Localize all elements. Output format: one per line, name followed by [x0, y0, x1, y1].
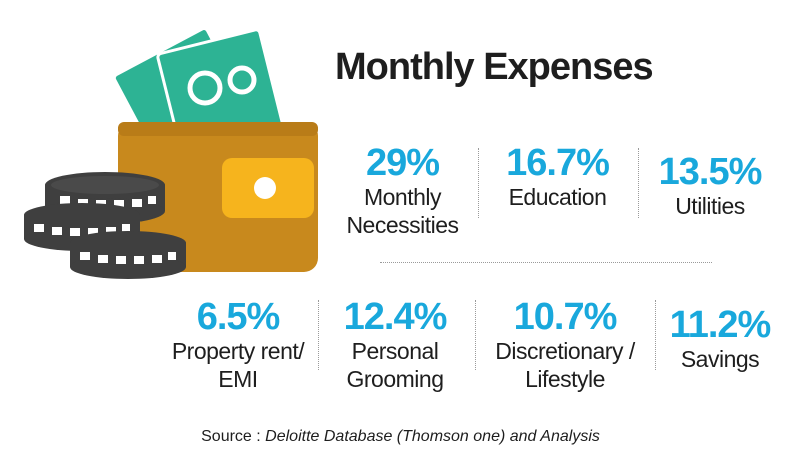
stat-label: Necessities — [346, 212, 459, 238]
divider — [478, 148, 479, 218]
stat-label: Savings — [680, 346, 760, 372]
stat-savings: 11.2% Savings — [660, 305, 780, 373]
divider — [475, 300, 476, 370]
stat-label: Education — [508, 184, 607, 210]
stat-value: 11.2% — [669, 304, 772, 346]
stat-label: Utilities — [675, 193, 745, 219]
source-text: Deloitte Database (Thomson one) and Anal… — [265, 428, 600, 445]
divider — [318, 300, 319, 370]
divider — [655, 300, 656, 370]
stat-discretionary-lifestyle: 10.7% Discretionary / Lifestyle — [480, 297, 650, 393]
stat-education: 16.7% Education — [490, 143, 625, 211]
stat-utilities: 13.5% Utilities — [645, 152, 775, 220]
stat-label: Monthly — [363, 184, 442, 210]
row-divider — [380, 262, 712, 263]
stat-label: Personal — [351, 338, 439, 364]
stat-value: 12.4% — [343, 296, 448, 338]
stat-label: Lifestyle — [525, 366, 605, 392]
source-note: Source : Deloitte Database (Thomson one)… — [0, 428, 801, 446]
stat-label: EMI — [218, 366, 258, 392]
stat-property-rent: 6.5% Property rent/ EMI — [158, 297, 318, 393]
stat-label: Grooming — [346, 366, 444, 392]
page-title: Monthly Expenses — [335, 46, 654, 88]
stat-value: 10.7% — [513, 296, 618, 338]
source-prefix: Source : — [201, 428, 261, 445]
wallet-with-money-and-coins-icon — [24, 27, 318, 279]
stat-value: 29% — [365, 142, 440, 184]
stat-value: 6.5% — [196, 296, 281, 338]
divider — [638, 148, 639, 218]
stat-value: 16.7% — [506, 142, 610, 184]
coins-icon — [24, 172, 186, 279]
stat-value: 13.5% — [658, 151, 763, 193]
stat-monthly-necessities: 29% Monthly Necessities — [340, 143, 465, 239]
stat-label: Property rent/ — [171, 338, 305, 364]
stat-label: Discretionary / — [495, 338, 635, 364]
stat-personal-grooming: 12.4% Personal Grooming — [330, 297, 460, 393]
